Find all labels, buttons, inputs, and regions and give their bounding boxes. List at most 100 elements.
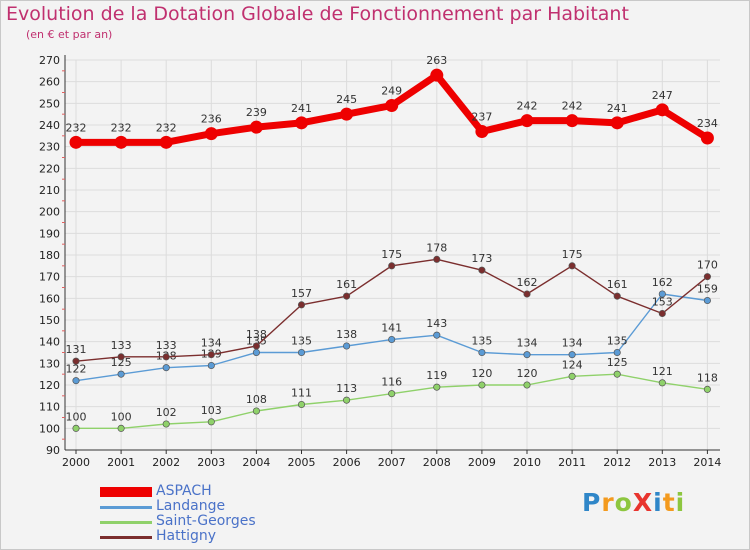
data-point-saint-georges	[568, 372, 576, 380]
proxiti-logo: ProXiti	[582, 488, 685, 517]
data-point-landange	[568, 351, 576, 359]
data-label-hattigny: 170	[697, 259, 718, 272]
data-point-saint-georges	[117, 424, 125, 432]
data-label-aspach: 241	[291, 102, 312, 115]
x-tick-label: 2008	[423, 456, 451, 469]
data-label-aspach: 242	[562, 100, 583, 113]
legend-item-saint-georges: Saint-Georges	[100, 513, 360, 529]
chart-legend: ASPACH Landange Saint-Georges Hattigny	[100, 483, 360, 544]
y-tick-label: 170	[39, 271, 60, 284]
data-point-landange	[72, 377, 80, 385]
data-label-saint-georges: 100	[66, 410, 87, 423]
x-tick-label: 2002	[152, 456, 180, 469]
data-point-landange	[478, 348, 486, 357]
x-tick-label: 2004	[242, 456, 270, 469]
logo-letter: r	[601, 488, 615, 517]
legend-label-landange: Landange	[156, 498, 226, 514]
legend-item-landange: Landange	[100, 498, 360, 514]
data-point-hattigny	[162, 353, 170, 361]
legend-item-aspach: ASPACH	[100, 483, 360, 499]
data-point-aspach	[159, 135, 173, 149]
x-tick-label: 2001	[107, 456, 135, 469]
data-point-landange	[207, 361, 215, 370]
data-label-saint-georges: 120	[471, 367, 492, 380]
legend-swatch-landange	[100, 505, 152, 509]
y-tick-label: 110	[39, 401, 60, 414]
data-point-saint-georges	[207, 418, 215, 426]
x-tick-label: 2014	[693, 456, 721, 469]
data-point-aspach	[565, 114, 579, 128]
data-label-saint-georges: 124	[562, 358, 583, 371]
y-tick-label: 130	[39, 357, 60, 370]
data-label-landange: 122	[66, 363, 87, 376]
data-label-saint-georges: 120	[517, 367, 538, 380]
data-point-aspach	[385, 99, 399, 112]
data-label-landange: 141	[381, 322, 402, 335]
y-tick-label: 150	[39, 314, 60, 327]
data-label-landange: 134	[517, 337, 538, 350]
data-point-aspach	[700, 131, 714, 145]
data-point-landange	[343, 342, 351, 350]
data-label-aspach: 237	[471, 111, 492, 124]
data-point-aspach	[520, 114, 534, 128]
data-label-saint-georges: 102	[156, 406, 177, 419]
x-tick-label: 2005	[288, 456, 316, 469]
logo-letter: i	[653, 488, 663, 517]
data-point-hattigny	[703, 273, 711, 281]
data-point-saint-georges	[162, 420, 170, 428]
x-tick-label: 2012	[603, 456, 631, 469]
data-label-aspach: 245	[336, 93, 357, 106]
legend-swatch-aspach	[100, 487, 152, 497]
data-point-hattigny	[433, 255, 441, 263]
data-label-hattigny: 162	[517, 276, 538, 289]
data-label-aspach: 249	[381, 85, 402, 98]
y-tick-label: 220	[39, 162, 60, 175]
data-label-landange: 135	[291, 335, 312, 348]
data-point-hattigny	[117, 353, 125, 361]
data-point-hattigny	[343, 292, 351, 300]
y-tick-label: 160	[39, 292, 60, 305]
data-point-landange	[703, 296, 711, 305]
data-label-aspach: 232	[66, 121, 87, 134]
data-label-landange: 135	[471, 335, 492, 348]
data-point-saint-georges	[478, 381, 486, 389]
data-point-hattigny	[297, 301, 306, 309]
data-label-aspach: 247	[652, 89, 673, 102]
data-point-saint-georges	[252, 407, 260, 415]
data-point-landange	[117, 370, 125, 378]
y-tick-label: 90	[46, 444, 60, 457]
data-point-aspach	[430, 68, 444, 82]
y-tick-label: 230	[39, 141, 60, 154]
data-point-saint-georges	[297, 400, 306, 409]
data-point-hattigny	[568, 262, 576, 270]
data-label-landange: 125	[111, 356, 132, 369]
data-label-aspach: 241	[607, 102, 628, 115]
logo-letter: P	[582, 488, 602, 517]
data-label-aspach: 242	[517, 100, 538, 113]
data-label-landange: 159	[697, 283, 718, 296]
data-point-saint-georges	[72, 424, 80, 432]
legend-label-hattigny: Hattigny	[156, 528, 217, 544]
data-label-hattigny: 161	[336, 278, 357, 291]
data-point-saint-georges	[433, 383, 441, 391]
legend-swatch-hattigny	[100, 535, 152, 539]
data-label-saint-georges: 116	[381, 376, 402, 389]
data-point-hattigny	[478, 266, 486, 274]
data-point-saint-georges	[343, 396, 351, 404]
data-point-landange	[433, 331, 441, 339]
data-label-aspach: 232	[156, 121, 177, 134]
y-tick-label: 240	[39, 119, 60, 132]
data-point-landange	[252, 348, 260, 357]
data-point-aspach	[249, 120, 263, 134]
x-tick-label: 2006	[333, 456, 361, 469]
data-label-saint-georges: 113	[336, 382, 357, 395]
data-label-hattigny: 175	[562, 248, 583, 261]
data-point-hattigny	[613, 292, 621, 300]
data-point-landange	[613, 348, 621, 357]
data-label-saint-georges: 121	[652, 365, 673, 378]
data-label-hattigny: 161	[607, 278, 628, 291]
data-label-hattigny: 133	[111, 339, 132, 352]
data-point-landange	[162, 364, 170, 372]
